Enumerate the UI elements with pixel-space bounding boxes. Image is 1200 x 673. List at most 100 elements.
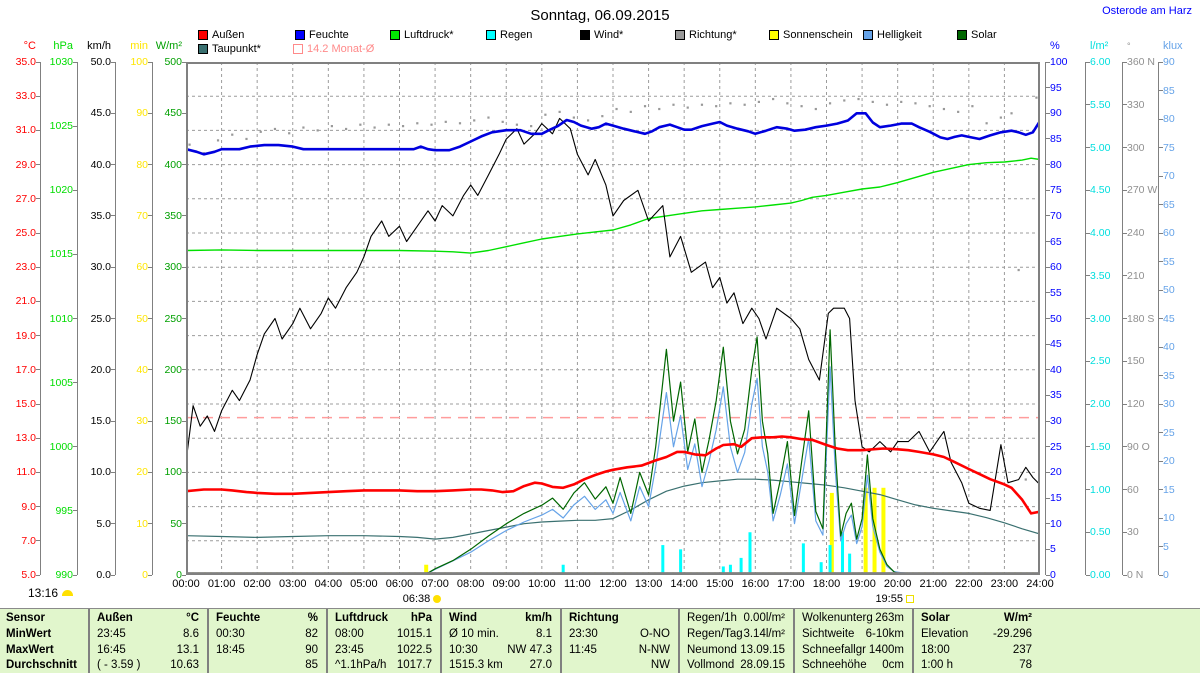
regen-swatch bbox=[486, 30, 496, 40]
axis-tick bbox=[1046, 394, 1050, 396]
axis-tick bbox=[1046, 215, 1050, 217]
axis-tick bbox=[111, 420, 115, 422]
axis-tick bbox=[1123, 147, 1127, 148]
axis-tick bbox=[36, 129, 40, 131]
axis-tick-label: 1.00 bbox=[1090, 483, 1111, 496]
axis-tick-label: 27.0 bbox=[15, 192, 36, 205]
axis-tick-label: 90 bbox=[1163, 56, 1175, 68]
axis-tick-label: 5.50 bbox=[1090, 98, 1111, 111]
axis-tick bbox=[1046, 87, 1050, 89]
axis-tick bbox=[1159, 318, 1163, 319]
axis-tick-label: 400 bbox=[164, 158, 182, 171]
axis-tick bbox=[1123, 531, 1127, 533]
stats-cell-label: Sichtweite bbox=[802, 627, 855, 640]
axis-tick-label: 270 W bbox=[1127, 184, 1158, 197]
axis-tick-label: 995 bbox=[55, 504, 73, 517]
stats-cell-value: 8.6 bbox=[183, 627, 199, 640]
axis-tick bbox=[182, 164, 186, 166]
axis-tick bbox=[36, 164, 40, 166]
axis-tick bbox=[148, 318, 152, 319]
axis-tick bbox=[1159, 147, 1163, 148]
legend-item: 14.2 Monat-Ø bbox=[293, 43, 374, 55]
legend-item: Außen bbox=[198, 29, 244, 41]
stats-cell-label: Regen/Tag bbox=[687, 627, 743, 640]
axis-tick-label: 80 bbox=[136, 158, 148, 171]
axis-tick-label: 1005 bbox=[49, 376, 73, 389]
axis-tick-label: 90 bbox=[136, 107, 148, 120]
axis-tick-label: 30 bbox=[1163, 398, 1175, 410]
axis-tick-label: 70 bbox=[1050, 209, 1062, 222]
stats-cell-label: 1515.3 km bbox=[449, 659, 503, 672]
axis-tick-label: 250 bbox=[164, 312, 182, 325]
axis-tick-label: 35.0 bbox=[15, 56, 36, 68]
W/m²-axis-unit: W/m² bbox=[155, 40, 182, 52]
axis-tick bbox=[73, 61, 77, 63]
axis-tick bbox=[148, 215, 152, 217]
axis-tick bbox=[148, 164, 152, 166]
legend-label: Richtung* bbox=[689, 29, 737, 41]
axis-tick-label: 75 bbox=[1163, 141, 1175, 154]
legend-label: Sonnenschein bbox=[783, 29, 853, 41]
stats-row-header: MinWert bbox=[6, 627, 52, 640]
axis-tick-label: 150 bbox=[164, 415, 182, 428]
stats-separator bbox=[560, 609, 562, 673]
stats-separator bbox=[207, 609, 209, 673]
stats-cell-value: 1015.1 bbox=[396, 627, 432, 640]
axis-tick-label: 15 bbox=[1163, 483, 1175, 496]
axis-tick bbox=[1123, 232, 1127, 234]
axis-tick bbox=[73, 318, 77, 319]
axis-tick-label: 20 bbox=[136, 466, 148, 479]
axis-tick bbox=[182, 523, 186, 525]
axis-tick bbox=[1046, 369, 1050, 371]
axis-tick-label: 65 bbox=[1050, 235, 1062, 248]
axis-tick-label: 150 bbox=[1127, 355, 1145, 368]
axis-tick bbox=[1086, 104, 1090, 106]
axis-tick bbox=[148, 266, 152, 268]
axis-tick bbox=[1046, 164, 1050, 166]
stats-cell-label: Elevation bbox=[921, 627, 969, 640]
axis-tick bbox=[1046, 292, 1050, 294]
taupunkt-swatch bbox=[198, 44, 208, 54]
stats-row-header: Sensor bbox=[6, 612, 45, 624]
half-sun-icon bbox=[62, 590, 74, 596]
axis-tick bbox=[1046, 189, 1050, 191]
°-axis-line bbox=[1122, 62, 1123, 575]
axis-tick bbox=[182, 369, 186, 371]
stats-cell-label: Wolkenunterg bbox=[802, 612, 873, 624]
stats-cell-label: Ø 10 min. bbox=[449, 627, 499, 640]
stats-cell-label: 08:00 bbox=[335, 627, 364, 640]
stats-cell-label: Schneehöhe bbox=[802, 659, 867, 672]
axis-tick-label: 0 bbox=[142, 569, 148, 581]
sunrise-marker: 06:38 bbox=[394, 592, 450, 605]
axis-tick-label: 60 bbox=[1127, 483, 1139, 496]
helligkeit-swatch bbox=[863, 30, 873, 40]
axis-tick-label: 7.0 bbox=[21, 534, 36, 547]
legend-label: Taupunkt* bbox=[212, 43, 261, 55]
x-axis-label: 11:00 bbox=[564, 578, 591, 590]
axis-tick bbox=[73, 510, 77, 512]
x-axis: 00:00 01:00 02:00 03:00 04:00 05:00 06:00 07:00… bbox=[0, 578, 1200, 592]
axis-tick-label: 210 bbox=[1127, 269, 1145, 282]
axis-tick bbox=[1046, 420, 1050, 422]
sonnenschein-swatch bbox=[769, 30, 779, 40]
station-name: Osterode am Harz bbox=[1102, 5, 1192, 17]
axis-tick-label: 29.0 bbox=[15, 158, 36, 171]
axis-tick-label: 90 bbox=[1050, 107, 1062, 120]
axis-tick-label: 50 bbox=[170, 517, 182, 530]
axis-tick bbox=[148, 112, 152, 114]
stats-cell-value: 85 bbox=[305, 659, 318, 672]
axis-tick-label: 0.00 bbox=[1090, 569, 1111, 581]
axis-tick-label: 1030 bbox=[49, 56, 73, 68]
axis-tick-label: 180 S bbox=[1127, 312, 1155, 325]
axis-tick-label: 5.0 bbox=[96, 517, 111, 530]
axis-tick bbox=[1159, 232, 1163, 234]
axis-tick-label: 60 bbox=[1050, 261, 1062, 274]
axis-tick-label: 50.0 bbox=[90, 56, 111, 68]
sunset-marker: 19:55 bbox=[867, 592, 923, 605]
axis-tick-label: 17.0 bbox=[15, 363, 36, 376]
feuchte-swatch bbox=[295, 30, 305, 40]
stats-row-header: MaxWert bbox=[6, 643, 54, 656]
axis-tick-label: 1020 bbox=[49, 184, 73, 197]
axis-tick-label: 20 bbox=[1163, 455, 1175, 467]
axis-tick-label: 40 bbox=[1163, 341, 1175, 353]
